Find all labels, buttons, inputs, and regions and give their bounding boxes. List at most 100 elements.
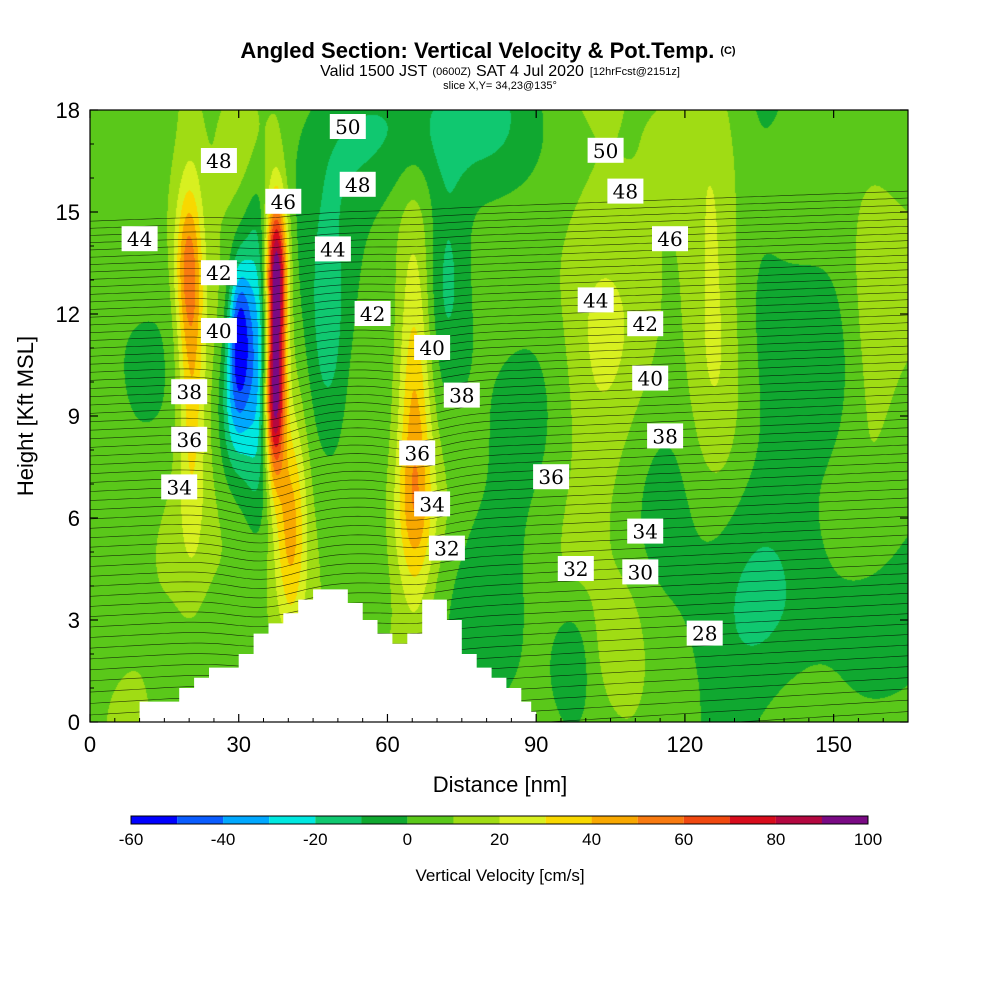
contour-label: 34 xyxy=(627,518,664,544)
isentrope-line xyxy=(90,226,908,258)
contour-label: 30 xyxy=(622,559,659,585)
colorbar-swatch xyxy=(453,816,500,824)
contour-label: 48 xyxy=(339,171,376,197)
x-tick-label: 90 xyxy=(524,732,548,757)
contour-label-text: 38 xyxy=(176,380,201,404)
contour-label: 48 xyxy=(200,148,237,173)
isentrope-line xyxy=(90,394,908,439)
contour-label-text: 48 xyxy=(206,149,231,173)
y-axis-label: Height [Kft MSL] xyxy=(13,336,38,496)
isentrope-line xyxy=(733,711,908,722)
isentrope-line xyxy=(90,444,908,491)
isentrope-line xyxy=(90,361,908,404)
isentrope-line xyxy=(90,593,908,638)
isentrope-line xyxy=(90,573,908,618)
contour-label-text: 44 xyxy=(127,227,152,251)
x-tick-label: 30 xyxy=(226,732,250,757)
y-tick-label: 6 xyxy=(68,506,80,531)
contour-label: 40 xyxy=(414,335,451,360)
colorbar-tick-label: 40 xyxy=(582,830,601,849)
isentrope-line xyxy=(90,314,908,353)
colorbar-tick-label: 0 xyxy=(403,830,412,849)
isentrope-line xyxy=(90,269,908,304)
contour-label: 32 xyxy=(428,535,465,561)
contour-label-text: 30 xyxy=(628,560,653,584)
contour-label: 36 xyxy=(399,440,436,466)
y-tick-label: 12 xyxy=(56,302,80,327)
contour-label-text: 36 xyxy=(404,441,429,465)
isentrope-line xyxy=(90,369,908,413)
colorbar-swatch xyxy=(177,816,224,824)
colorbar-label: Vertical Velocity [cm/s] xyxy=(415,866,584,885)
isentrope-line xyxy=(90,603,908,649)
contour-label: 28 xyxy=(686,620,723,646)
x-tick-label: 60 xyxy=(375,732,399,757)
chart-subtitle: Valid 1500 JST (0600Z) SAT 4 Jul 2020 [12hr… xyxy=(320,63,680,80)
isentrope-line xyxy=(90,197,908,229)
contour-label-text: 38 xyxy=(652,424,677,448)
contour-label: 48 xyxy=(607,178,644,204)
colorbar-tick-label: 100 xyxy=(854,830,882,849)
colorbar-swatch xyxy=(131,816,178,824)
colorbar-tick-label: 20 xyxy=(490,830,509,849)
contour-label-text: 32 xyxy=(563,557,588,581)
y-tick-label: 9 xyxy=(68,404,80,429)
isentrope-line xyxy=(90,337,908,379)
x-axis-ticks: 0 30 60 90 120 150 xyxy=(84,110,884,757)
colorbar-swatch xyxy=(545,816,592,824)
colorbar-swatch xyxy=(637,816,684,824)
isentrope-line xyxy=(542,699,908,722)
contour-label-text: 34 xyxy=(632,520,657,544)
contour-label-text: 38 xyxy=(449,384,474,408)
terrain-mask xyxy=(139,589,537,722)
isentrope-line xyxy=(90,353,908,396)
colorbar-swatch xyxy=(223,816,270,824)
colorbar-swatch xyxy=(821,816,868,824)
colorbar-tick-label: -60 xyxy=(119,830,144,849)
colorbar-swatch xyxy=(269,816,316,824)
slice-info: slice X,Y= 34,23@135° xyxy=(443,80,557,92)
contour-label-text: 44 xyxy=(583,288,608,312)
isentrope-line xyxy=(90,345,908,387)
contour-label: 44 xyxy=(121,226,158,252)
x-tick-label: 150 xyxy=(815,732,852,757)
contour-label-text: 32 xyxy=(434,537,459,561)
colorbar-tick-label: -20 xyxy=(303,830,328,849)
contour-label-text: 42 xyxy=(206,261,231,285)
contour-label-text: 28 xyxy=(692,622,717,646)
contour-label: 34 xyxy=(161,474,198,500)
contour-label: 42 xyxy=(200,260,237,286)
isentrope-line xyxy=(90,211,908,243)
isentrope-line xyxy=(90,427,908,473)
contour-label: 36 xyxy=(533,464,570,490)
colorbar-tick-label: 80 xyxy=(766,830,785,849)
contour-label-text: 46 xyxy=(271,190,296,214)
isentrope-line xyxy=(90,322,908,362)
isentrope-line xyxy=(90,470,908,517)
contour-label: 44 xyxy=(314,236,351,262)
isentrope-line xyxy=(90,453,908,500)
colorbar-swatch xyxy=(499,816,546,824)
isentrope-line xyxy=(90,284,908,320)
isentrope-line xyxy=(90,525,908,571)
contour-label: 38 xyxy=(647,423,684,449)
isentrope-line xyxy=(90,479,908,526)
vertical-velocity-field xyxy=(90,110,908,722)
isentrope-line xyxy=(90,613,908,660)
y-tick-label: 3 xyxy=(68,608,80,633)
contour-label-text: 50 xyxy=(335,115,360,139)
contour-label-text: 36 xyxy=(176,428,201,452)
isentrope-line xyxy=(90,410,908,456)
contour-label-text: 42 xyxy=(632,312,657,336)
isentrope-line xyxy=(90,276,908,312)
colorbar-swatch xyxy=(315,816,362,824)
x-tick-label: 0 xyxy=(84,732,96,757)
colorbar-swatch xyxy=(729,816,776,824)
contour-label: 40 xyxy=(632,365,669,391)
contour-label: 46 xyxy=(652,226,688,252)
contour-label-text: 40 xyxy=(419,336,444,360)
isentrope-line xyxy=(90,204,908,236)
